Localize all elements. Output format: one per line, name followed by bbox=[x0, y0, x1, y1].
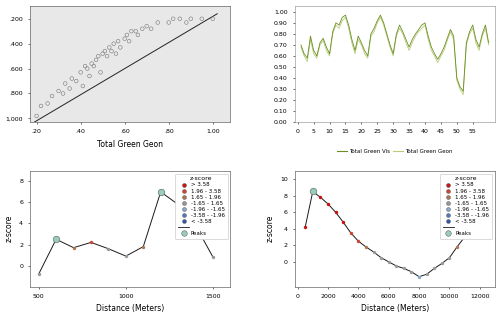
Point bbox=[198, 16, 206, 21]
Point bbox=[154, 20, 162, 25]
X-axis label: Distance (Meters): Distance (Meters) bbox=[96, 304, 164, 313]
Legend: Total Green Vis, Total Green Geon: Total Green Vis, Total Green Geon bbox=[336, 147, 454, 157]
Point bbox=[59, 91, 67, 96]
Point bbox=[54, 89, 62, 94]
Y-axis label: z-score: z-score bbox=[4, 215, 14, 243]
Point bbox=[438, 261, 446, 266]
Point bbox=[128, 29, 136, 34]
Point bbox=[192, 223, 200, 228]
Point bbox=[415, 274, 423, 279]
Point bbox=[103, 54, 111, 59]
X-axis label: Distance (Meters): Distance (Meters) bbox=[360, 304, 429, 313]
Point bbox=[110, 41, 118, 46]
Point bbox=[90, 64, 98, 69]
X-axis label: Total Green Geon: Total Green Geon bbox=[97, 140, 163, 149]
Point bbox=[72, 78, 80, 83]
Point bbox=[37, 103, 45, 108]
Point bbox=[112, 51, 120, 56]
Y-axis label: z-score: z-score bbox=[266, 215, 274, 243]
Point bbox=[94, 54, 102, 59]
Point bbox=[332, 210, 340, 215]
Point bbox=[324, 201, 332, 206]
Point bbox=[476, 228, 484, 233]
Point bbox=[86, 73, 94, 78]
Point bbox=[96, 70, 104, 75]
Point bbox=[70, 245, 78, 250]
Point bbox=[453, 244, 461, 249]
Point bbox=[316, 195, 324, 200]
Point bbox=[147, 26, 155, 31]
Point bbox=[354, 239, 362, 244]
Point bbox=[32, 113, 40, 118]
Point bbox=[339, 220, 347, 225]
Point bbox=[120, 36, 128, 41]
Point bbox=[384, 259, 392, 264]
Point bbox=[134, 32, 142, 37]
Point bbox=[108, 49, 116, 54]
Point bbox=[92, 57, 100, 62]
Point bbox=[106, 45, 114, 50]
Point bbox=[187, 16, 195, 21]
Legend: > 3.58, 1.96 - 3.58, 1.65 - 1.96, -1.65 - 1.65, -1.96 - -1.65, -3.58 - -1.96, < : > 3.58, 1.96 - 3.58, 1.65 - 1.96, -1.65 … bbox=[176, 174, 228, 239]
Point bbox=[209, 16, 217, 21]
Point bbox=[76, 70, 84, 75]
Point bbox=[142, 24, 150, 29]
Point bbox=[84, 66, 92, 71]
Point bbox=[101, 49, 109, 54]
Point bbox=[122, 254, 130, 259]
Point bbox=[132, 29, 140, 34]
Point bbox=[88, 61, 96, 66]
Point bbox=[52, 237, 60, 242]
Point bbox=[114, 39, 122, 44]
Point bbox=[81, 64, 89, 69]
Point bbox=[87, 240, 95, 245]
Point bbox=[66, 86, 74, 91]
Point bbox=[460, 234, 468, 239]
Legend: > 3.58, 1.96 - 3.58, 1.65 - 1.96, -1.65 - 1.65, -1.96 - -1.65, -3.58 - -1.96, < : > 3.58, 1.96 - 3.58, 1.65 - 1.96, -1.65 … bbox=[440, 174, 492, 239]
Point bbox=[392, 263, 400, 268]
Point bbox=[362, 244, 370, 249]
Point bbox=[209, 255, 217, 260]
Point bbox=[301, 225, 309, 230]
Point bbox=[422, 272, 430, 277]
Point bbox=[140, 244, 147, 249]
Point bbox=[347, 230, 355, 235]
Point bbox=[98, 51, 106, 56]
Point bbox=[44, 101, 52, 106]
Point bbox=[61, 81, 69, 86]
Point bbox=[468, 230, 476, 235]
Point bbox=[169, 16, 177, 21]
Point bbox=[370, 249, 378, 255]
Point bbox=[182, 20, 190, 25]
Point bbox=[68, 76, 76, 81]
Point bbox=[176, 16, 184, 21]
Point bbox=[377, 255, 385, 260]
Point bbox=[138, 26, 146, 31]
Point bbox=[156, 189, 164, 194]
Point bbox=[116, 45, 124, 50]
Point bbox=[430, 266, 438, 271]
Point bbox=[79, 83, 87, 89]
Point bbox=[408, 269, 416, 274]
Point bbox=[309, 189, 317, 194]
Point bbox=[400, 266, 408, 271]
Point bbox=[104, 246, 112, 251]
Point bbox=[48, 94, 56, 99]
Point bbox=[165, 20, 173, 25]
Point bbox=[34, 272, 42, 277]
Point bbox=[446, 255, 454, 260]
Point bbox=[125, 39, 133, 44]
Point bbox=[123, 32, 131, 37]
Point bbox=[174, 202, 182, 207]
